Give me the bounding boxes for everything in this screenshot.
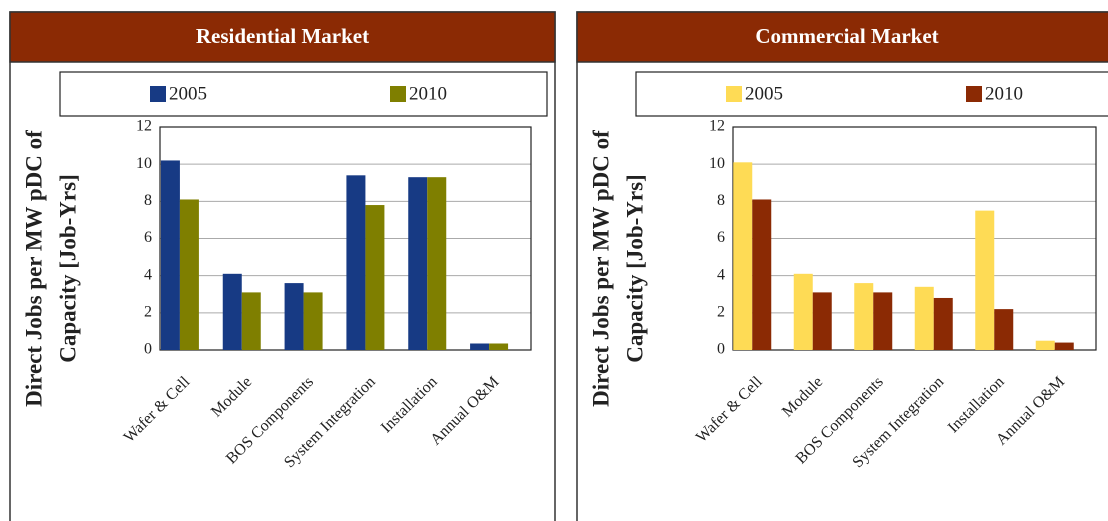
legend-swatch (966, 86, 982, 102)
plot-frame (159, 126, 532, 351)
legend-label: 2005 (169, 83, 207, 104)
legend-label: 2010 (985, 83, 1023, 104)
y-axis-label: Capacity [Job-Yrs] (622, 174, 647, 362)
bar (975, 210, 995, 350)
legend-box (59, 71, 548, 117)
y-axis-label: Capacity [Job-Yrs] (55, 174, 80, 362)
chart-title: Commercial Market (755, 24, 938, 48)
y-tick-label: 10 (136, 155, 152, 172)
bar (1054, 342, 1074, 350)
bar (427, 177, 447, 350)
legend-box (635, 71, 1108, 117)
x-tick-label: Module (208, 373, 255, 420)
legend-swatch (150, 86, 166, 102)
bar (303, 292, 323, 350)
y-tick-label: 6 (717, 229, 725, 246)
y-tick-label: 4 (144, 266, 152, 283)
y-tick-label: 10 (709, 155, 725, 172)
y-axis-label: Direct Jobs per MW pDC of (588, 130, 613, 407)
bar (408, 177, 428, 350)
bar (470, 343, 490, 350)
bar (914, 286, 934, 350)
header-bar (576, 11, 1108, 63)
y-tick-label: 6 (144, 229, 152, 246)
y-tick-label: 2 (144, 304, 152, 321)
bar (365, 205, 385, 350)
bar (933, 297, 953, 350)
x-tick-label: Wafer & Cell (693, 373, 766, 446)
x-tick-label: Module (779, 373, 826, 420)
bar (994, 309, 1014, 350)
y-tick-label: 12 (709, 118, 725, 135)
x-tick-label: Installation (945, 373, 1008, 436)
y-tick-label: 2 (717, 304, 725, 321)
y-tick-label: 8 (144, 192, 152, 209)
chart-title: Residential Market (196, 24, 369, 48)
legend-label: 2010 (409, 83, 447, 104)
y-axis-label: Direct Jobs per MW pDC of (21, 130, 46, 407)
legend-swatch (390, 86, 406, 102)
bar (812, 292, 832, 350)
bar (793, 273, 813, 350)
bar (854, 283, 874, 350)
bar (752, 199, 772, 350)
y-tick-label: 0 (717, 341, 725, 358)
bar (733, 162, 753, 350)
y-tick-label: 12 (136, 118, 152, 135)
bar (160, 160, 180, 350)
bar (346, 175, 366, 350)
x-tick-label: Installation (378, 373, 441, 436)
bar (489, 343, 509, 350)
bar (179, 199, 199, 350)
plot-frame (732, 126, 1097, 351)
x-tick-label: Wafer & Cell (121, 373, 194, 446)
bar (284, 283, 304, 350)
legend-label: 2005 (745, 83, 783, 104)
bar (222, 273, 242, 350)
header-bar (9, 11, 556, 63)
bar (241, 292, 261, 350)
y-tick-label: 4 (717, 266, 725, 283)
legend-swatch (726, 86, 742, 102)
bar (1035, 340, 1055, 350)
bar (873, 292, 893, 350)
y-tick-label: 0 (144, 341, 152, 358)
y-tick-label: 8 (717, 192, 725, 209)
